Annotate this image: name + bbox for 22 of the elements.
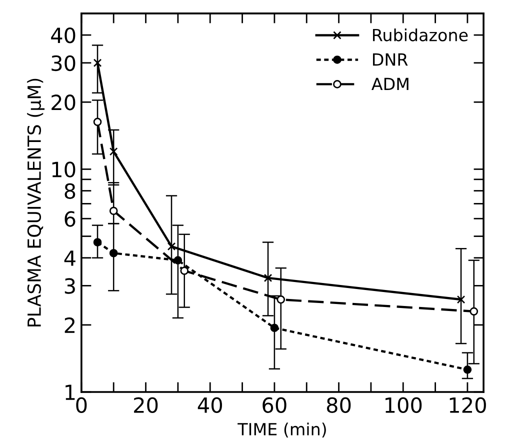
x-tick-label: 100 xyxy=(386,397,422,413)
x-tick-label: 20 xyxy=(134,397,158,413)
y-tick-label: 2 xyxy=(64,317,74,333)
y-tick-label: 20 xyxy=(52,94,76,110)
x-tick-label: 0 xyxy=(76,397,87,413)
x-tick-label: 60 xyxy=(262,397,286,413)
y-tick-label: 8 xyxy=(64,183,76,199)
y-tick-label: 30 xyxy=(52,55,76,72)
y-tick-label: 3 xyxy=(64,278,75,294)
x-tick-label: 80 xyxy=(326,397,351,413)
x-tick-label: 120 xyxy=(450,397,486,413)
legend-label: ADM xyxy=(372,78,408,90)
y-tick-label: 6 xyxy=(64,211,76,227)
y-tick-label: 1 xyxy=(66,384,75,400)
x-axis-title: TIME (min) xyxy=(238,422,326,438)
x-tick-label: 40 xyxy=(198,397,222,413)
y-tick-label: 40 xyxy=(51,27,76,44)
y-tick-label: 4 xyxy=(64,250,76,266)
y-axis-title: PLASMA EQUIVALENTS (μM) xyxy=(27,78,45,326)
legend-label: DNR xyxy=(373,53,408,66)
y-tick-label: 10 xyxy=(52,162,76,178)
legend-label: Rubidazone xyxy=(373,28,468,42)
